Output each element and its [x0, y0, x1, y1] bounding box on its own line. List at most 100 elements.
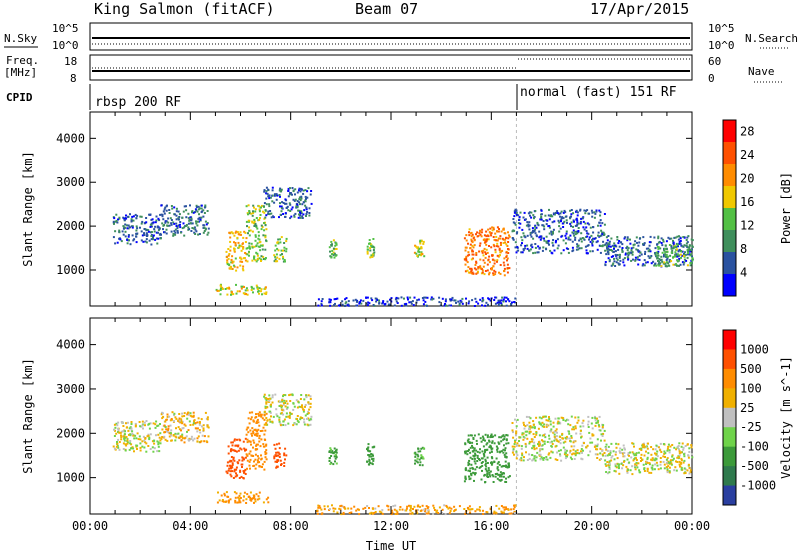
echo-cell [265, 203, 268, 206]
echo-cell [283, 418, 286, 421]
echo-cell [532, 444, 535, 447]
echo-cell [139, 438, 142, 441]
echo-cell [583, 228, 586, 231]
echo-cell [120, 436, 123, 439]
echo-cell [226, 293, 229, 296]
echo-cell [254, 467, 257, 470]
echo-cell [475, 272, 478, 275]
echo-cell [416, 299, 419, 302]
echo-cell [245, 428, 248, 431]
echo-cell [334, 507, 337, 510]
echo-cell [596, 443, 599, 446]
echo-cell [587, 423, 590, 426]
echo-cell [526, 437, 529, 440]
echo-cell [263, 410, 266, 413]
echo-cell [228, 253, 231, 255]
echo-cell [300, 197, 303, 200]
echo-cell [663, 463, 666, 466]
echo-cell [181, 435, 184, 438]
echo-cell [278, 416, 281, 419]
echo-cell [553, 249, 556, 252]
echo-cell [248, 226, 251, 229]
echo-cell [649, 250, 652, 253]
echo-cell [586, 209, 589, 212]
echo-cell [219, 284, 222, 287]
echo-cell [562, 419, 565, 421]
echo-cell [233, 468, 236, 471]
echo-cell [674, 253, 677, 256]
echo-cell [163, 224, 166, 226]
echo-cell [230, 293, 232, 296]
echo-cell [541, 444, 544, 447]
echo-cell [328, 298, 331, 301]
echo-cell [193, 419, 196, 422]
echo-cell [258, 238, 261, 241]
echo-cell [309, 423, 312, 426]
echo-cell [489, 446, 492, 449]
echo-cell [574, 236, 577, 239]
echo-cell [491, 457, 494, 460]
echo-cell [489, 299, 492, 302]
echo-cell [143, 234, 146, 236]
echo-cell [503, 267, 506, 270]
echo-cell [584, 222, 587, 225]
echo-cell [124, 226, 127, 229]
echo-cell [245, 433, 248, 436]
echo-cell [160, 413, 163, 416]
echo-cell [235, 474, 238, 477]
echo-cell [226, 461, 229, 464]
echo-cell [588, 223, 591, 226]
echo-cell [290, 208, 293, 211]
echo-cell [421, 456, 424, 458]
echo-cell [508, 234, 510, 237]
echo-cell [124, 430, 126, 433]
echo-cell [166, 439, 169, 442]
echo-cell [482, 513, 485, 515]
colorbar-swatch [723, 485, 736, 506]
echo-cell [613, 260, 616, 263]
echo-cell [371, 458, 374, 460]
echo-cell [419, 461, 422, 464]
echo-cell [481, 304, 483, 307]
echo-cell [500, 475, 503, 478]
echo-cell [490, 268, 493, 271]
echo-cell [197, 208, 200, 211]
echo-cell [245, 205, 248, 208]
echo-cell [531, 447, 534, 450]
echo-cell [659, 449, 662, 452]
echo-cell [684, 251, 686, 254]
echo-cell [279, 205, 281, 208]
echo-cell [248, 460, 251, 463]
echo-cell [487, 228, 490, 231]
echo-cell [533, 444, 536, 447]
echo-cell [471, 466, 474, 469]
echo-cell [564, 440, 567, 443]
echo-cell [197, 435, 200, 438]
echo-cell [123, 219, 126, 221]
echo-cell [535, 431, 538, 434]
colorbar-tick-label: 8 [740, 242, 747, 256]
echo-cell [366, 245, 369, 248]
echo-cell [303, 423, 306, 426]
echo-cell [637, 263, 640, 266]
echo-cell [678, 242, 681, 245]
echo-cell [665, 461, 668, 464]
echo-cell [414, 462, 416, 465]
echo-cell [346, 304, 349, 307]
echo-cell [342, 513, 345, 515]
echo-cell [538, 421, 541, 424]
echo-cell [157, 424, 160, 427]
echo-cell [151, 218, 154, 221]
echo-cell [504, 241, 507, 244]
echo-cell [565, 455, 568, 457]
echo-cell [609, 245, 612, 248]
echo-cell [614, 470, 617, 473]
echo-cell [534, 251, 537, 254]
echo-cell [285, 237, 288, 240]
echo-cell [282, 202, 285, 204]
echo-cell [633, 243, 636, 246]
echo-cell [149, 213, 152, 216]
echo-cell [170, 429, 173, 432]
echo-cell [492, 226, 495, 229]
y-tick-label: 4000 [56, 338, 85, 352]
